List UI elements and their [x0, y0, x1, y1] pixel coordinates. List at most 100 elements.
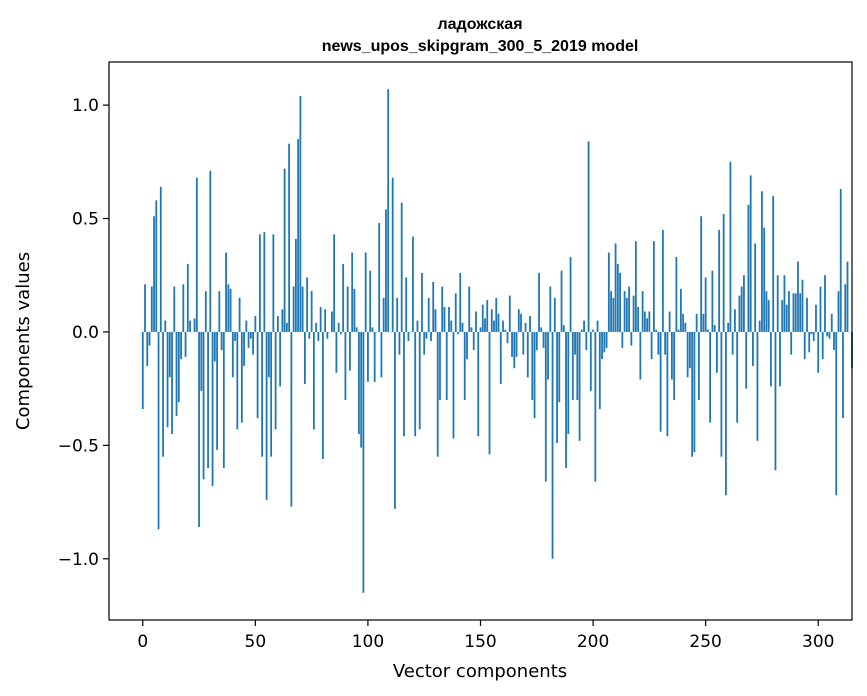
bar — [418, 331, 421, 430]
bar — [380, 331, 383, 378]
bar — [621, 331, 624, 348]
bar — [204, 291, 207, 332]
bar — [303, 331, 306, 385]
bar — [603, 331, 606, 353]
bar — [153, 216, 155, 332]
bar — [443, 306, 446, 332]
bar — [551, 331, 554, 559]
x-axis-label: Vector components — [393, 661, 567, 682]
bar — [173, 286, 176, 332]
bar — [171, 331, 173, 434]
bar — [398, 331, 401, 355]
bar — [148, 331, 151, 346]
bar — [659, 331, 662, 432]
bar — [346, 286, 349, 332]
bar — [331, 311, 333, 332]
bar — [695, 313, 698, 332]
bar — [589, 331, 592, 391]
bar — [718, 229, 721, 332]
x-tick-label: 200 — [577, 632, 609, 652]
bar — [270, 331, 273, 457]
bar — [407, 331, 410, 341]
bar — [301, 286, 304, 332]
bar — [445, 331, 448, 400]
bar — [477, 331, 480, 437]
y-tick-label: −1.0 — [58, 550, 99, 570]
bar — [247, 331, 250, 348]
bar — [344, 331, 347, 400]
chart-title-line-1: ладожская — [437, 16, 522, 33]
bar — [583, 320, 585, 332]
y-tick-label: −0.5 — [58, 436, 99, 456]
bar — [335, 331, 338, 373]
bar — [727, 322, 730, 332]
bar — [729, 161, 732, 332]
bar — [144, 284, 146, 332]
bar — [421, 272, 423, 332]
bar — [333, 234, 336, 332]
bar — [225, 252, 227, 332]
bar — [265, 331, 268, 500]
bar — [432, 282, 435, 332]
bar — [400, 202, 403, 332]
bar — [808, 331, 811, 353]
bar — [468, 286, 471, 332]
bar — [576, 331, 579, 400]
bar — [711, 270, 714, 332]
bar — [774, 331, 777, 471]
bar — [340, 331, 342, 335]
bar — [580, 329, 583, 332]
bar — [542, 331, 545, 348]
bar — [535, 331, 538, 351]
bar — [785, 304, 788, 332]
bar — [792, 293, 795, 332]
bar — [294, 238, 297, 332]
bar — [236, 331, 239, 430]
bar — [499, 331, 502, 385]
bar — [803, 331, 806, 360]
bar — [556, 331, 558, 444]
bar — [743, 275, 745, 332]
bar — [186, 263, 189, 332]
bar — [821, 331, 824, 360]
bar — [414, 331, 417, 437]
bar — [587, 141, 590, 332]
bar — [677, 329, 680, 332]
bar — [747, 204, 750, 332]
bar — [182, 284, 185, 332]
bar — [508, 295, 511, 332]
bar — [394, 331, 396, 509]
bar — [416, 320, 419, 332]
bar — [531, 331, 534, 400]
bar — [763, 227, 766, 332]
bar — [605, 331, 608, 348]
bar — [222, 331, 225, 469]
bar — [159, 186, 162, 332]
bar — [560, 270, 563, 332]
bar — [839, 189, 842, 332]
bar — [641, 291, 644, 332]
bar — [319, 306, 322, 332]
bar — [716, 331, 718, 373]
bar — [486, 300, 489, 332]
bar — [162, 331, 164, 457]
bar — [382, 297, 385, 332]
bar — [830, 313, 833, 332]
bar — [457, 331, 459, 335]
bar — [540, 327, 543, 332]
bar — [355, 327, 358, 332]
bar — [682, 313, 685, 332]
bar — [797, 261, 799, 332]
bar — [517, 309, 520, 332]
bar — [596, 320, 599, 332]
bar — [436, 331, 439, 457]
bar — [177, 331, 180, 403]
bar — [684, 322, 687, 332]
bar — [702, 313, 705, 332]
y-axis-label: Components values — [13, 252, 34, 430]
bar — [466, 331, 468, 360]
bar — [776, 275, 779, 332]
bar — [612, 297, 615, 332]
bar — [213, 331, 216, 362]
bar — [745, 331, 748, 389]
